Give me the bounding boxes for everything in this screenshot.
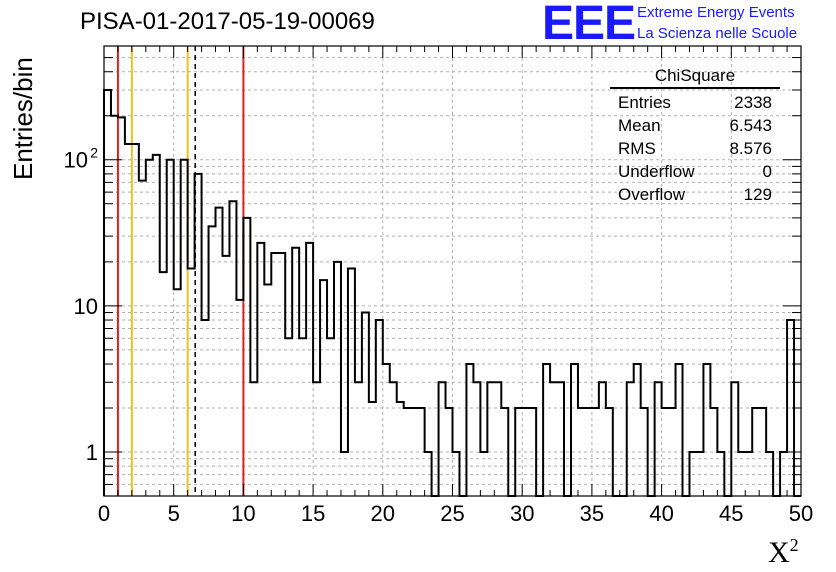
axis-ticks bbox=[103, 46, 802, 496]
eee-logo: EEE bbox=[542, 0, 636, 50]
stats-label: RMS bbox=[618, 139, 656, 158]
stats-label: Entries bbox=[618, 93, 671, 112]
x-tick-label: 40 bbox=[649, 501, 673, 526]
y-tick-label: 10 bbox=[64, 148, 88, 173]
y-tick-label: 10 bbox=[74, 294, 98, 319]
stats-value: 0 bbox=[762, 162, 772, 181]
stats-value: 2338 bbox=[734, 93, 772, 112]
stats-title: ChiSquare bbox=[610, 66, 780, 89]
stats-value: 129 bbox=[743, 185, 772, 204]
stats-box: ChiSquare Entries 2338 Mean 6.543 RMS 8.576… bbox=[610, 66, 780, 206]
x-tick-label: 30 bbox=[510, 501, 534, 526]
stats-value: 6.543 bbox=[729, 116, 772, 135]
y-tick-label: 1 bbox=[86, 440, 98, 465]
x-tick-label: 0 bbox=[98, 501, 110, 526]
stats-label: Mean bbox=[618, 116, 661, 135]
x-tick-label: 45 bbox=[719, 501, 743, 526]
stats-row-rms: RMS 8.576 bbox=[610, 137, 780, 160]
stats-label: Underflow bbox=[618, 162, 695, 181]
x-axis-label-base: X bbox=[768, 536, 790, 569]
x-tick-label: 35 bbox=[580, 501, 604, 526]
stats-row-entries: Entries 2338 bbox=[610, 91, 780, 114]
x-tick-label: 50 bbox=[789, 501, 813, 526]
logo-line-2: La Scienza nelle Scuole bbox=[637, 25, 798, 42]
x-tick-label: 20 bbox=[371, 501, 395, 526]
y-tick-exponent: 2 bbox=[90, 145, 98, 161]
x-tick-label: 10 bbox=[231, 501, 255, 526]
x-axis-label: X2 bbox=[768, 535, 799, 570]
x-axis-label-sup: 2 bbox=[789, 535, 799, 555]
stats-row-underflow: Underflow 0 bbox=[610, 160, 780, 183]
stats-label: Overflow bbox=[618, 185, 686, 204]
stats-value: 8.576 bbox=[729, 139, 772, 158]
logo-line-1: Extreme Energy Events bbox=[637, 4, 795, 21]
grid-lines bbox=[104, 46, 801, 496]
y-axis-label: Entries/bin bbox=[8, 57, 38, 180]
stats-row-overflow: Overflow 129 bbox=[610, 183, 780, 206]
x-tick-label: 5 bbox=[168, 501, 180, 526]
stats-row-mean: Mean 6.543 bbox=[610, 114, 780, 137]
histogram-line bbox=[103, 88, 801, 497]
chart-title: PISA-01-2017-05-19-00069 bbox=[80, 8, 375, 35]
x-tick-label: 15 bbox=[301, 501, 325, 526]
x-tick-label: 25 bbox=[440, 501, 464, 526]
